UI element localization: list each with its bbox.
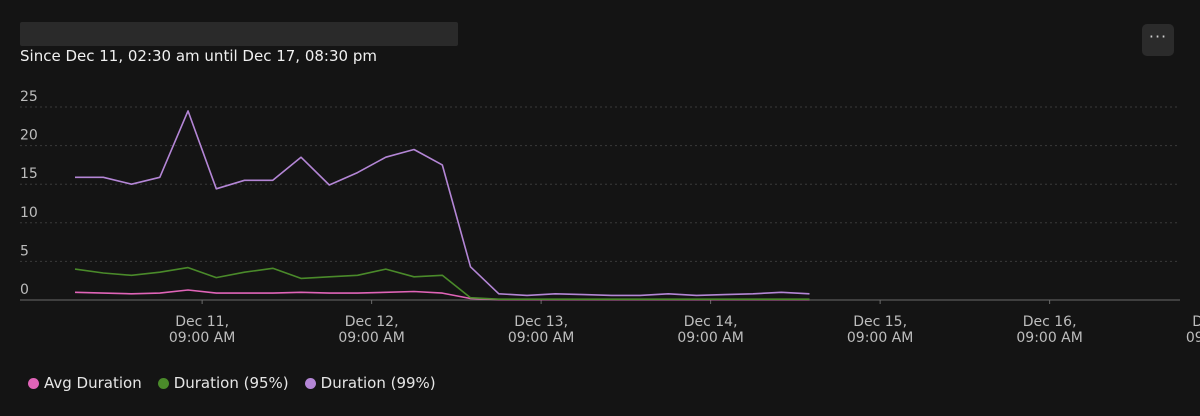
legend-item[interactable]: Duration (99%): [304, 374, 436, 392]
legend-item[interactable]: Avg Duration: [28, 374, 142, 392]
x-tick-label: Dec 16, 09:00 AM: [1016, 314, 1082, 346]
legend-item[interactable]: Duration (95%): [157, 374, 289, 392]
x-tick-label: Dec 17,09:00 AM: [1186, 314, 1200, 346]
time-range-subtitle: Since Dec 11, 02:30 am until Dec 17, 08:…: [20, 47, 377, 65]
legend-label: Avg Duration: [44, 374, 142, 392]
y-tick-label: 25: [20, 89, 38, 105]
series-line-duration-95: [74, 266, 810, 301]
x-tick-label: Dec 15, 09:00 AM: [847, 314, 913, 346]
x-tick-label: Dec 14, 09:00 AM: [677, 314, 743, 346]
x-tick-label: Dec 12, 09:00 AM: [338, 314, 404, 346]
legend-label: Duration (99%): [320, 374, 436, 392]
x-tick-label: Dec 11, 09:00 AM: [169, 314, 235, 346]
redacted-title-bar: [20, 22, 458, 46]
y-tick-label: 15: [20, 166, 38, 182]
circle-swatch-icon: [157, 377, 169, 389]
y-tick-label: 5: [20, 243, 29, 259]
x-tick-label: Dec 13, 09:00 AM: [508, 314, 574, 346]
y-tick-label: 20: [20, 128, 38, 144]
y-tick-label: 0: [20, 282, 29, 298]
series-line-duration-99: [75, 110, 810, 297]
ellipsis-icon: ···: [1148, 27, 1168, 46]
circle-swatch-icon: [304, 377, 316, 389]
y-tick-label: 10: [20, 205, 38, 221]
chart-legend: Avg Duration Duration (95%) Duration (99%): [28, 374, 452, 392]
chart-options-menu-button[interactable]: ···: [1142, 24, 1174, 56]
legend-label: Duration (95%): [173, 374, 289, 392]
circle-swatch-icon: [28, 377, 39, 389]
